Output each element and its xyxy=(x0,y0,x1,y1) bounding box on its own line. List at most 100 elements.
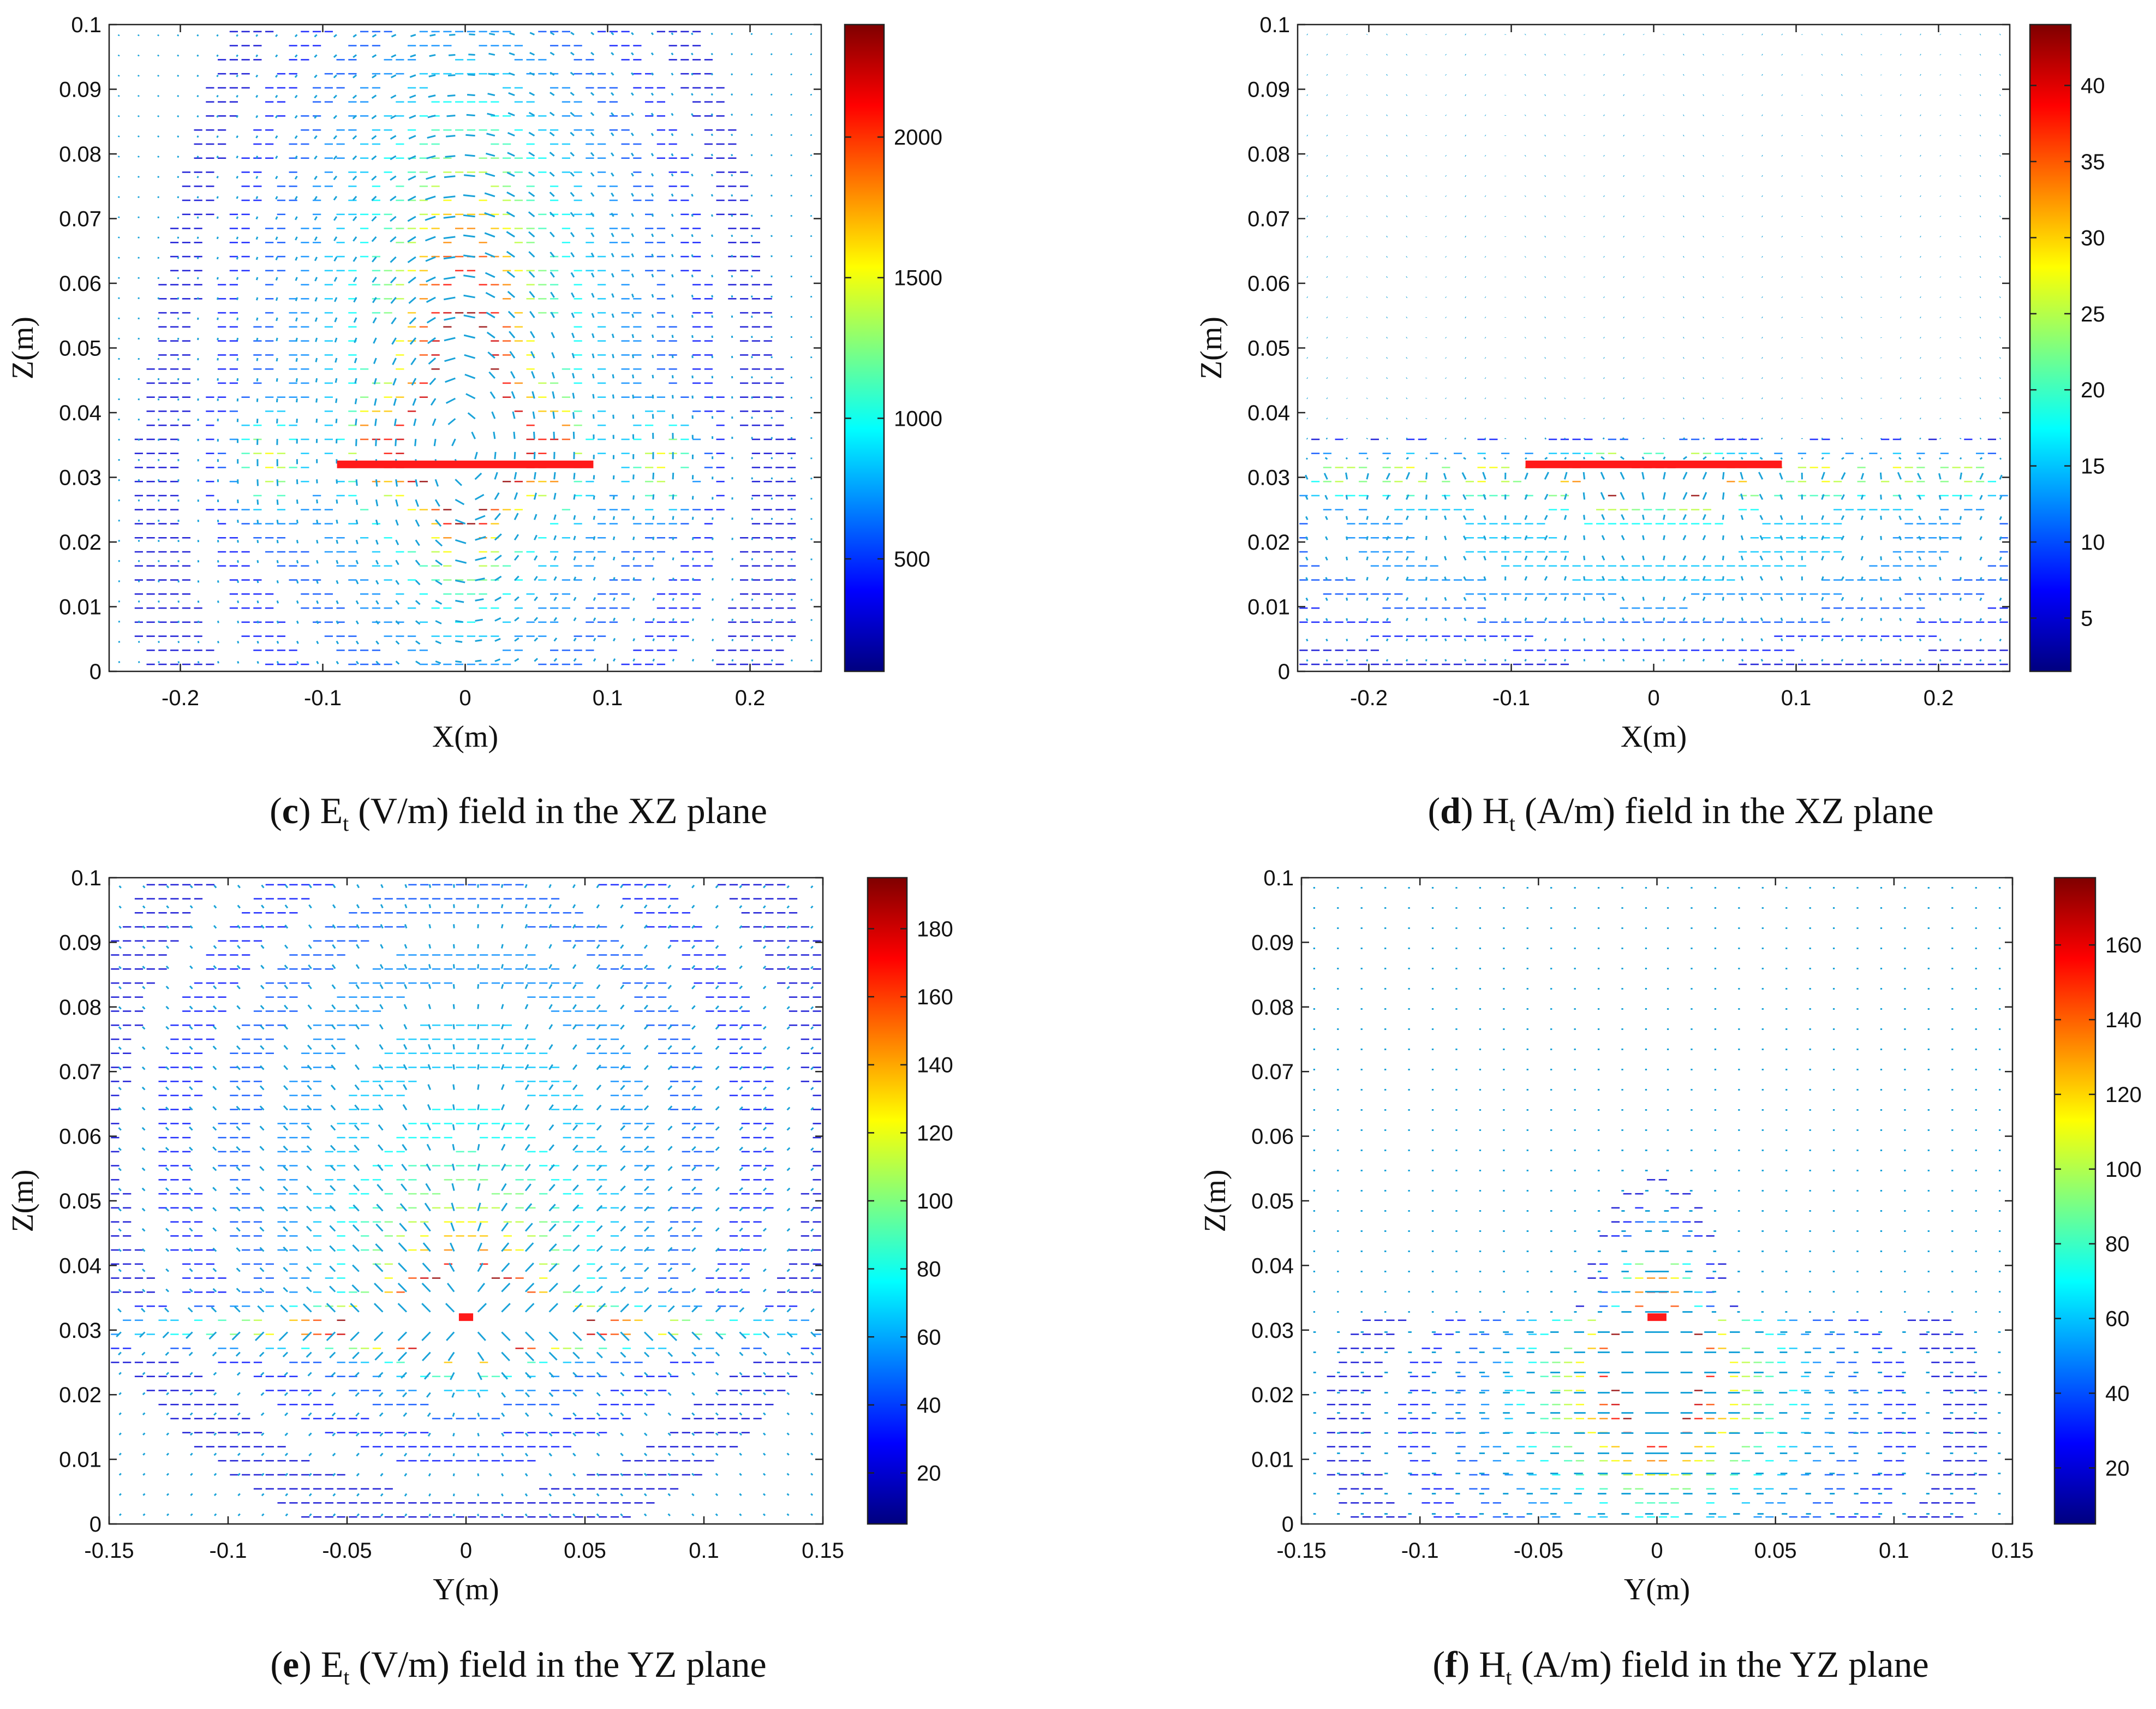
contour-segment xyxy=(479,171,487,173)
contour-segment xyxy=(789,1010,798,1012)
vector-arrow xyxy=(1385,556,1389,561)
vector-arrow xyxy=(611,32,614,35)
vector-arrow xyxy=(374,418,377,426)
contour-segment xyxy=(336,607,345,609)
vector-arrow xyxy=(528,171,535,177)
vector-arrow xyxy=(255,196,259,200)
contour-segment xyxy=(194,199,202,201)
vector-arrow xyxy=(531,371,535,379)
contour-segment xyxy=(704,312,713,314)
contour-segment xyxy=(218,382,226,384)
contour-segment xyxy=(609,621,618,623)
contour-segment xyxy=(1916,551,1925,553)
vector-arrow xyxy=(372,277,377,283)
contour-segment xyxy=(645,410,654,412)
contour-segment xyxy=(265,551,274,553)
contour-segment xyxy=(230,982,238,984)
vector-arrow xyxy=(314,74,318,79)
contour-segment xyxy=(384,382,392,384)
vector-arrow xyxy=(1702,617,1706,622)
contour-segment xyxy=(1691,452,1700,454)
contour-segment xyxy=(491,213,499,216)
vector-arrow xyxy=(1959,577,1962,581)
contour-segment xyxy=(692,270,701,272)
contour-segment xyxy=(1537,523,1545,525)
vector-arrow xyxy=(1683,418,1685,420)
vector-arrow xyxy=(391,337,397,345)
contour-segment xyxy=(348,663,357,665)
vector-arrow xyxy=(790,255,793,258)
vector-arrow xyxy=(354,378,357,384)
contour-segment xyxy=(1501,467,1510,468)
contour-segment xyxy=(206,157,214,159)
contour-segment xyxy=(1596,579,1605,581)
contour-segment xyxy=(384,663,392,665)
contour-segment xyxy=(586,213,594,216)
contour-segment xyxy=(419,228,428,229)
contour-segment xyxy=(1904,480,1913,483)
contour-segment xyxy=(680,438,689,440)
contour-segment xyxy=(1999,495,2008,497)
contour-segment xyxy=(514,410,523,412)
contour-segment xyxy=(763,480,772,483)
contour-segment xyxy=(1691,579,1700,581)
vector-arrow xyxy=(531,391,535,399)
contour-segment xyxy=(158,621,167,623)
contour-segment xyxy=(479,73,487,75)
contour-segment xyxy=(598,452,606,454)
vector-arrow xyxy=(336,580,339,585)
contour-segment xyxy=(763,495,772,497)
contour-segment xyxy=(384,410,392,412)
contour-segment xyxy=(763,326,772,328)
contour-segment xyxy=(728,284,737,285)
vector-arrow xyxy=(550,51,555,56)
contour-segment xyxy=(1560,509,1569,511)
contour-segment xyxy=(384,298,392,300)
contour-segment xyxy=(656,551,665,553)
vector-arrow xyxy=(1524,617,1527,621)
contour-segment xyxy=(1999,537,2008,539)
contour-segment xyxy=(1916,621,1925,623)
vector-arrow xyxy=(1959,472,1962,480)
contour-segment xyxy=(789,1375,798,1378)
contour-segment xyxy=(336,537,345,539)
contour-segment xyxy=(253,199,262,201)
plot-e: -0.15 -0.1 -0.05 0 0.05 0.1 0.1500.010.020.030… xyxy=(6,866,953,1606)
contour-segment xyxy=(384,635,392,637)
vector-arrow xyxy=(1366,473,1369,480)
contour-segment xyxy=(1489,537,1498,539)
vector-arrow xyxy=(691,153,694,157)
contour-segment xyxy=(431,551,440,553)
vector-arrow xyxy=(551,332,555,338)
contour-segment xyxy=(1501,565,1510,567)
vector-arrow xyxy=(507,311,516,319)
contour-segment xyxy=(467,663,475,665)
contour-segment xyxy=(763,650,772,651)
contour-segment xyxy=(1572,579,1581,581)
contour-segment xyxy=(1560,565,1569,567)
vector-arrow xyxy=(1703,235,1704,238)
vector-arrow xyxy=(1564,437,1566,440)
vector-arrow xyxy=(463,275,475,278)
contour-segment xyxy=(1620,438,1628,440)
contour-segment xyxy=(656,452,665,454)
vector-arrow xyxy=(333,257,338,262)
contour-segment xyxy=(1632,650,1640,651)
vector-arrow xyxy=(1443,495,1447,500)
vector-arrow xyxy=(1406,457,1410,460)
contour-segment xyxy=(801,1080,809,1082)
contour-segment xyxy=(396,452,404,454)
vector-arrow xyxy=(426,155,436,159)
contour-segment xyxy=(1311,565,1320,567)
contour-segment xyxy=(1739,593,1747,595)
contour-segment xyxy=(728,157,737,159)
contour-segment xyxy=(479,579,487,581)
vector-arrow xyxy=(514,658,519,662)
contour-segment xyxy=(467,621,475,623)
contour-segment xyxy=(1916,537,1925,539)
contour-segment xyxy=(134,1010,144,1012)
vector-arrow xyxy=(1959,659,1962,662)
vector-arrow xyxy=(390,195,397,201)
contour-segment xyxy=(680,59,689,61)
contour-segment xyxy=(763,467,772,468)
